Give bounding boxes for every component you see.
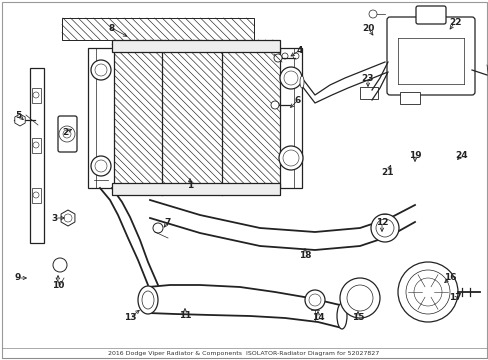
Circle shape [282, 53, 287, 59]
Text: 4: 4 [296, 45, 303, 54]
Circle shape [273, 54, 282, 62]
Text: 10: 10 [52, 280, 64, 289]
Bar [32, 138, 41, 153]
Circle shape [368, 10, 376, 18]
Bar [62, 18, 253, 40]
Circle shape [305, 290, 325, 310]
Bar [112, 183, 280, 195]
Text: 20: 20 [361, 23, 373, 32]
Text: 19: 19 [408, 150, 421, 159]
FancyBboxPatch shape [386, 17, 474, 95]
Circle shape [91, 60, 111, 80]
Text: 24: 24 [455, 150, 468, 159]
Circle shape [397, 262, 457, 322]
FancyBboxPatch shape [415, 6, 445, 24]
Circle shape [370, 214, 398, 242]
Text: 23: 23 [361, 73, 373, 82]
Circle shape [33, 192, 39, 198]
Text: 21: 21 [381, 167, 393, 176]
Text: 2: 2 [62, 127, 68, 136]
Circle shape [64, 214, 72, 222]
Text: 14: 14 [311, 314, 324, 323]
Text: 11: 11 [179, 310, 191, 320]
Circle shape [153, 223, 163, 233]
Text: 1: 1 [186, 180, 193, 189]
Text: 18: 18 [298, 251, 311, 260]
Circle shape [308, 294, 320, 306]
Circle shape [91, 156, 111, 176]
Circle shape [95, 160, 107, 172]
Circle shape [33, 92, 39, 98]
Text: 9: 9 [15, 274, 21, 283]
Circle shape [59, 126, 75, 142]
Circle shape [279, 146, 303, 170]
Bar [280, 48, 302, 188]
Circle shape [63, 130, 71, 138]
Text: 5: 5 [15, 111, 21, 120]
Text: 17: 17 [448, 293, 460, 302]
Bar [32, 188, 41, 203]
Bar [88, 48, 114, 188]
Text: 15: 15 [351, 314, 364, 323]
Text: 3: 3 [52, 213, 58, 222]
Text: 13: 13 [123, 314, 136, 323]
FancyBboxPatch shape [58, 116, 77, 152]
Circle shape [95, 64, 107, 76]
Bar [32, 88, 41, 103]
Circle shape [280, 67, 302, 89]
Text: 16: 16 [443, 274, 455, 283]
Circle shape [270, 101, 279, 109]
Bar [112, 40, 280, 52]
Ellipse shape [138, 286, 158, 314]
Text: 12: 12 [375, 217, 387, 226]
Bar [359, 87, 377, 99]
Circle shape [53, 258, 67, 272]
Text: 22: 22 [448, 18, 460, 27]
Bar [30, 68, 44, 243]
Circle shape [375, 219, 393, 237]
Circle shape [283, 150, 298, 166]
Circle shape [346, 285, 372, 311]
Ellipse shape [142, 291, 154, 309]
Circle shape [339, 278, 379, 318]
Circle shape [292, 53, 298, 59]
Circle shape [33, 142, 39, 148]
Circle shape [413, 278, 441, 306]
Circle shape [405, 270, 449, 314]
Bar [399, 92, 419, 104]
Text: 6: 6 [294, 95, 301, 104]
Text: 7: 7 [164, 217, 171, 226]
Text: 8: 8 [109, 23, 115, 32]
Ellipse shape [336, 303, 346, 329]
Circle shape [284, 71, 297, 85]
Bar [112, 40, 280, 195]
Text: 2016 Dodge Viper Radiator & Components  ISOLATOR-Radiator Diagram for 52027827: 2016 Dodge Viper Radiator & Components I… [108, 351, 379, 356]
Ellipse shape [299, 76, 304, 88]
